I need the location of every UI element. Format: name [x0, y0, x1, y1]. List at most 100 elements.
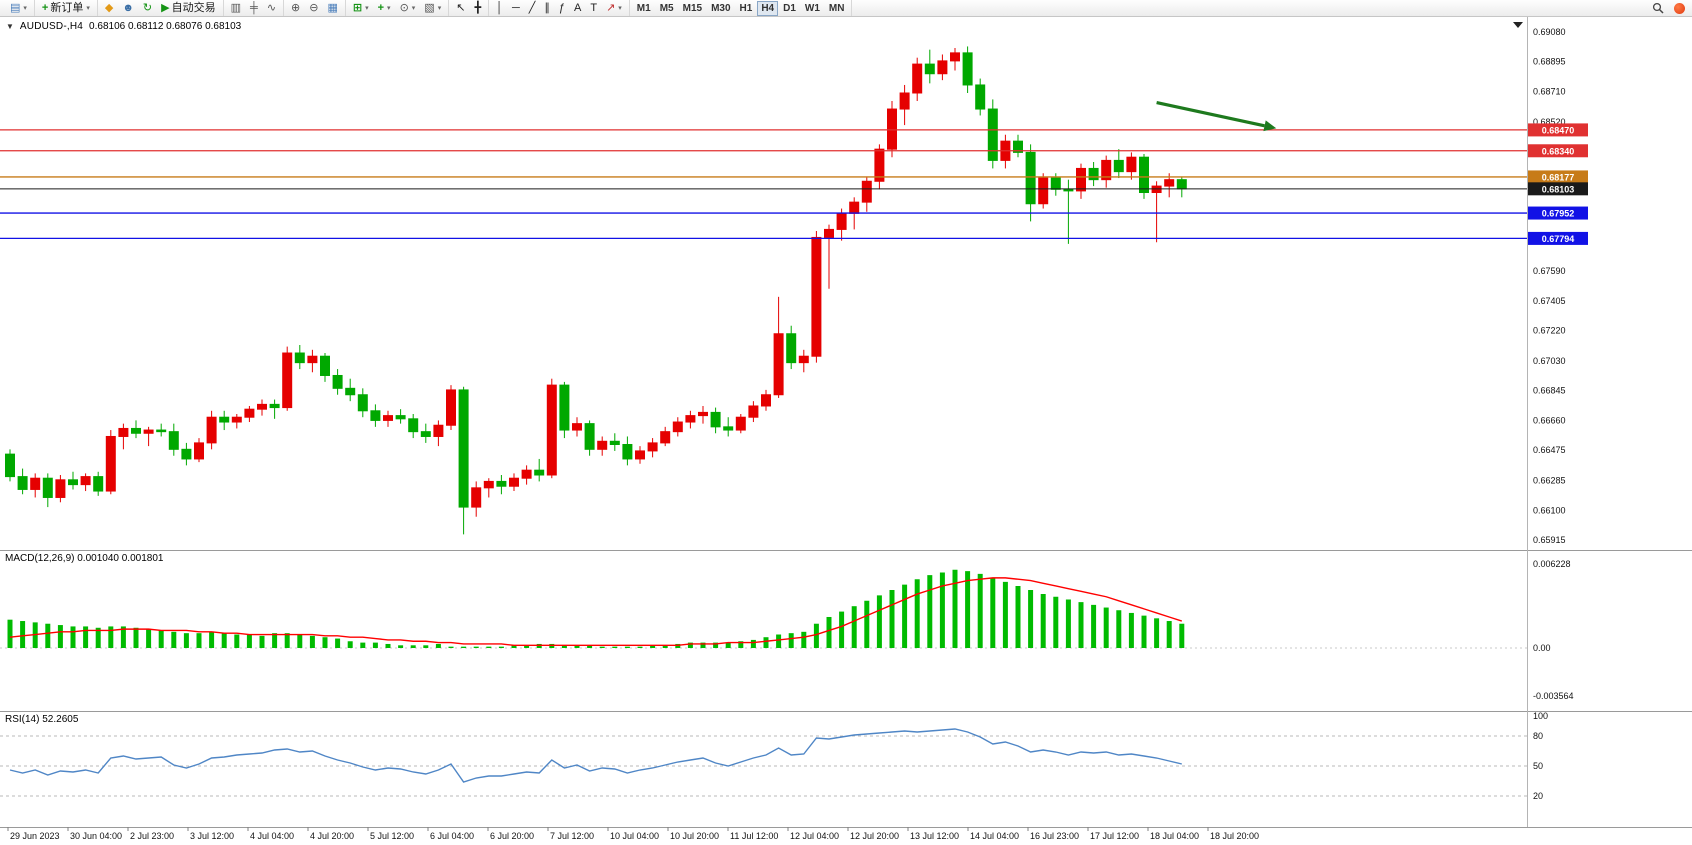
svg-text:0.69080: 0.69080	[1533, 27, 1566, 37]
line-chart-mode-button[interactable]: ∿	[263, 1, 280, 16]
svg-text:4 Jul 20:00: 4 Jul 20:00	[310, 831, 354, 841]
vertical-line-button[interactable]: │	[492, 1, 507, 16]
one-click-trading-arrow[interactable]: ▼	[6, 22, 14, 31]
profiles-button[interactable]: ☻	[118, 1, 138, 16]
toolbar-group-services: ◆ ☻ ↻ ▶ 自动交易	[98, 0, 224, 16]
toolbar: ▤ ▾ + 新订单 ▾ ◆ ☻ ↻ ▶ 自动交易 ▥ ╪ ∿ ⊕ ⊖ ▦ ⊞ ▾ + ▾ ⊙ ▾ ▧ ▾ ↖ ╋ │ ─ ╱ ∥ ƒ A T ↗ ▾…	[0, 0, 1692, 17]
svg-text:0.65915: 0.65915	[1533, 535, 1566, 545]
templates-button[interactable]: ▧ ▾	[420, 1, 445, 16]
chevron-down-icon: ▾	[618, 4, 622, 12]
timeframe-mn-label: MN	[828, 2, 845, 14]
timeframe-m5-button[interactable]: M5	[656, 1, 678, 16]
scale-dropdown-arrow[interactable]	[1513, 22, 1523, 28]
text-icon: A	[573, 1, 582, 14]
svg-text:0.68895: 0.68895	[1533, 57, 1566, 67]
zoom-out-icon: ⊖	[309, 1, 319, 14]
play-icon: ▶	[161, 1, 170, 14]
toolbar-group-zoom: ⊕ ⊖ ▦	[284, 0, 346, 16]
price-badge	[1528, 144, 1588, 158]
svg-text:2 Jul 23:00: 2 Jul 23:00	[130, 831, 174, 841]
svg-text:0.00: 0.00	[1533, 643, 1551, 653]
trendline-icon: ╱	[528, 1, 536, 14]
trendline-button[interactable]: ╱	[525, 1, 540, 16]
toolbar-right	[1648, 1, 1689, 16]
svg-text:16 Jul 23:00: 16 Jul 23:00	[1030, 831, 1079, 841]
svg-text:30 Jun 04:00: 30 Jun 04:00	[70, 831, 122, 841]
rsi-indicator-label: RSI(14) 52.2605	[5, 714, 79, 725]
svg-text:18 Jul 20:00: 18 Jul 20:00	[1210, 831, 1259, 841]
hline-icon: ─	[511, 1, 520, 14]
text-button[interactable]: A	[570, 1, 585, 16]
clock-icon: ⊙	[399, 1, 409, 14]
timeframe-h4-label: H4	[761, 2, 775, 14]
new-order-button[interactable]: + 新订单 ▾	[38, 1, 94, 16]
market-button[interactable]: ◆	[101, 1, 117, 16]
time-axis[interactable]	[0, 827, 1692, 845]
tile-windows-button[interactable]: ▦	[323, 1, 341, 16]
auto-trading-button[interactable]: ▶ 自动交易	[157, 1, 219, 16]
indicators-button[interactable]: ⊞ ▾	[349, 1, 373, 16]
timeframe-m15-button[interactable]: M15	[679, 1, 706, 16]
timeframe-w1-button[interactable]: W1	[801, 1, 824, 16]
chart-plot-area[interactable]	[0, 17, 1527, 550]
macd-signal-line	[9, 577, 1183, 647]
vline-icon: │	[496, 1, 503, 14]
arrows-button[interactable]: ↗ ▾	[602, 1, 626, 16]
svg-text:0.67590: 0.67590	[1533, 266, 1566, 276]
horizontal-line-button[interactable]: ─	[508, 1, 524, 16]
svg-text:4 Jul 04:00: 4 Jul 04:00	[250, 831, 294, 841]
timeframe-h1-button[interactable]: H1	[736, 1, 757, 16]
price-badge	[1528, 206, 1588, 220]
svg-text:0.67220: 0.67220	[1533, 326, 1566, 336]
periods-button[interactable]: ⊙ ▾	[396, 1, 420, 16]
plus-icon: +	[377, 1, 385, 14]
svg-text:12 Jul 04:00: 12 Jul 04:00	[790, 831, 839, 841]
svg-text:7 Jul 12:00: 7 Jul 12:00	[550, 831, 594, 841]
svg-text:10 Jul 04:00: 10 Jul 04:00	[610, 831, 659, 841]
price-badge-label: 0.67794	[1542, 234, 1575, 244]
svg-text:-0.003564: -0.003564	[1533, 691, 1574, 701]
auto-trading-label: 自动交易	[171, 1, 216, 14]
timeframe-m1-button[interactable]: M1	[633, 1, 655, 16]
trend-arrow-annotation[interactable]	[1156, 101, 1277, 132]
fibonacci-button[interactable]: ƒ	[555, 1, 569, 16]
chart-canvas[interactable]: 0.690800.688950.687100.685200.683350.681…	[0, 17, 1692, 845]
candlestick-mode-button[interactable]: ╪	[246, 1, 262, 16]
template-icon: ▧	[424, 1, 435, 14]
timeframe-mn-button[interactable]: MN	[825, 1, 849, 16]
crosshair-button[interactable]: ╋	[470, 1, 485, 16]
timeframe-m30-button[interactable]: M30	[707, 1, 734, 16]
channel-icon: ∥	[544, 1, 550, 14]
toolbar-group-chart-modes: ▥ ╪ ∿	[224, 0, 285, 16]
macd-histogram	[7, 569, 1185, 648]
zoom-in-button[interactable]: ⊕	[287, 1, 304, 16]
svg-text:12 Jul 20:00: 12 Jul 20:00	[850, 831, 899, 841]
add-object-button[interactable]: + ▾	[374, 1, 395, 16]
chevron-down-icon: ▾	[387, 4, 391, 12]
text-label-button[interactable]: T	[586, 1, 601, 16]
toolbar-group-timeframes: M1 M5 M15 M30 H1 H4 D1 W1 MN	[630, 0, 853, 16]
zoom-out-button[interactable]: ⊖	[305, 1, 322, 16]
chevron-down-icon: ▾	[437, 4, 442, 12]
chevron-down-icon: ▾	[365, 4, 369, 12]
svg-text:10 Jul 20:00: 10 Jul 20:00	[670, 831, 719, 841]
arrow-icon: ↗	[606, 1, 616, 14]
chevron-down-icon: ▾	[86, 4, 90, 12]
timeframe-d1-button[interactable]: D1	[779, 1, 800, 16]
equidistant-channel-button[interactable]: ∥	[540, 1, 554, 16]
search-button[interactable]	[1648, 1, 1668, 16]
cursor-button[interactable]: ↖	[452, 1, 469, 16]
refresh-icon: ↻	[142, 1, 153, 14]
timeframe-h4-button[interactable]: H4	[757, 0, 779, 16]
label-icon: T	[590, 1, 598, 14]
refresh-button[interactable]: ↻	[139, 1, 156, 16]
zoom-in-icon: ⊕	[291, 1, 301, 14]
price-badge	[1528, 170, 1588, 184]
new-chart-button[interactable]: ▤ ▾	[6, 1, 31, 16]
toolbar-group-pointer: ↖ ╋	[449, 0, 490, 16]
timeframe-d1-label: D1	[783, 2, 796, 14]
timeframe-m15-label: M15	[682, 2, 703, 14]
svg-text:14 Jul 04:00: 14 Jul 04:00	[970, 831, 1019, 841]
bar-chart-mode-button[interactable]: ▥	[227, 1, 245, 16]
notification-dot-icon[interactable]	[1674, 2, 1685, 14]
